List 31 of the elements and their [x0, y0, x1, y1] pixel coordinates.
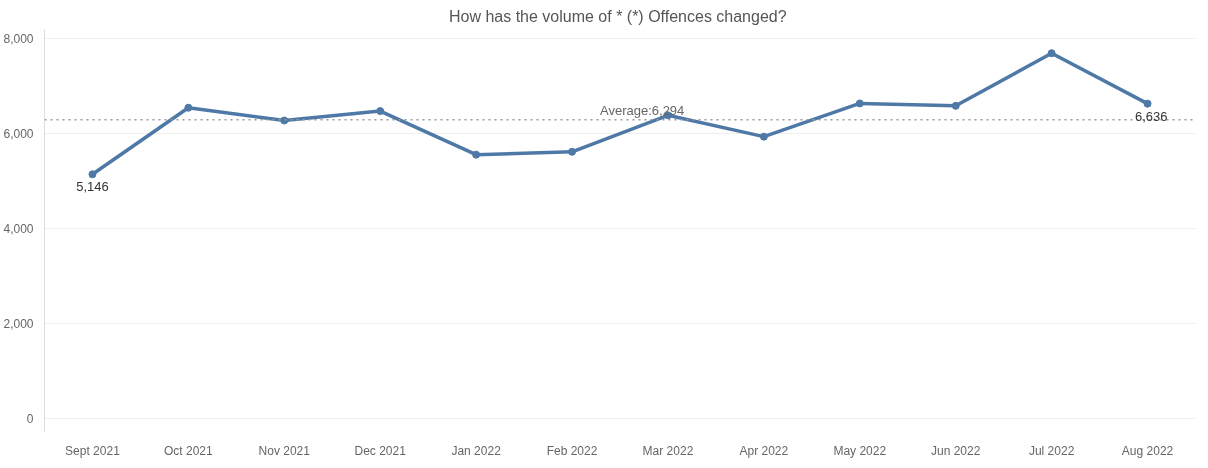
y-tick-label: 6,000	[3, 127, 34, 142]
x-tick-label: Jan 2022	[451, 443, 502, 458]
point	[184, 103, 193, 112]
y-tick-label: 4,000	[3, 222, 34, 237]
point	[951, 101, 960, 110]
point	[1143, 99, 1152, 108]
point	[88, 170, 97, 179]
x-tick-label: Dec 2021	[354, 443, 407, 458]
x-tick-label: Jul 2022	[1028, 443, 1075, 458]
y-tick-label: 2,000	[3, 316, 34, 331]
x-tick-label: Mar 2022	[642, 443, 694, 458]
point	[1047, 49, 1056, 58]
point	[472, 150, 481, 159]
x-tick-label: May 2022	[833, 443, 887, 458]
chart-title: How has the volume of * (*) Offences changed?	[448, 7, 787, 25]
point	[376, 107, 385, 116]
ref-line-label: Average:6,294	[600, 102, 685, 118]
x-tick-label: Oct 2021	[164, 443, 214, 458]
x-tick-label: Jun 2022	[931, 443, 981, 458]
x-tick-label: Nov 2021	[258, 443, 311, 458]
data-label: 5,146	[76, 179, 109, 195]
point	[759, 132, 768, 141]
point	[568, 147, 577, 156]
x-tick-label: Feb 2022	[546, 443, 598, 458]
x-tick-label: Apr 2022	[739, 443, 789, 458]
x-tick-label: Sept 2021	[65, 443, 121, 458]
x-tick-label: Aug 2022	[1121, 443, 1174, 458]
data-label: 6,636	[1135, 108, 1168, 124]
y-tick-label: 8,000	[3, 32, 34, 47]
point	[855, 99, 864, 108]
y-tick-label: 0	[26, 411, 34, 426]
